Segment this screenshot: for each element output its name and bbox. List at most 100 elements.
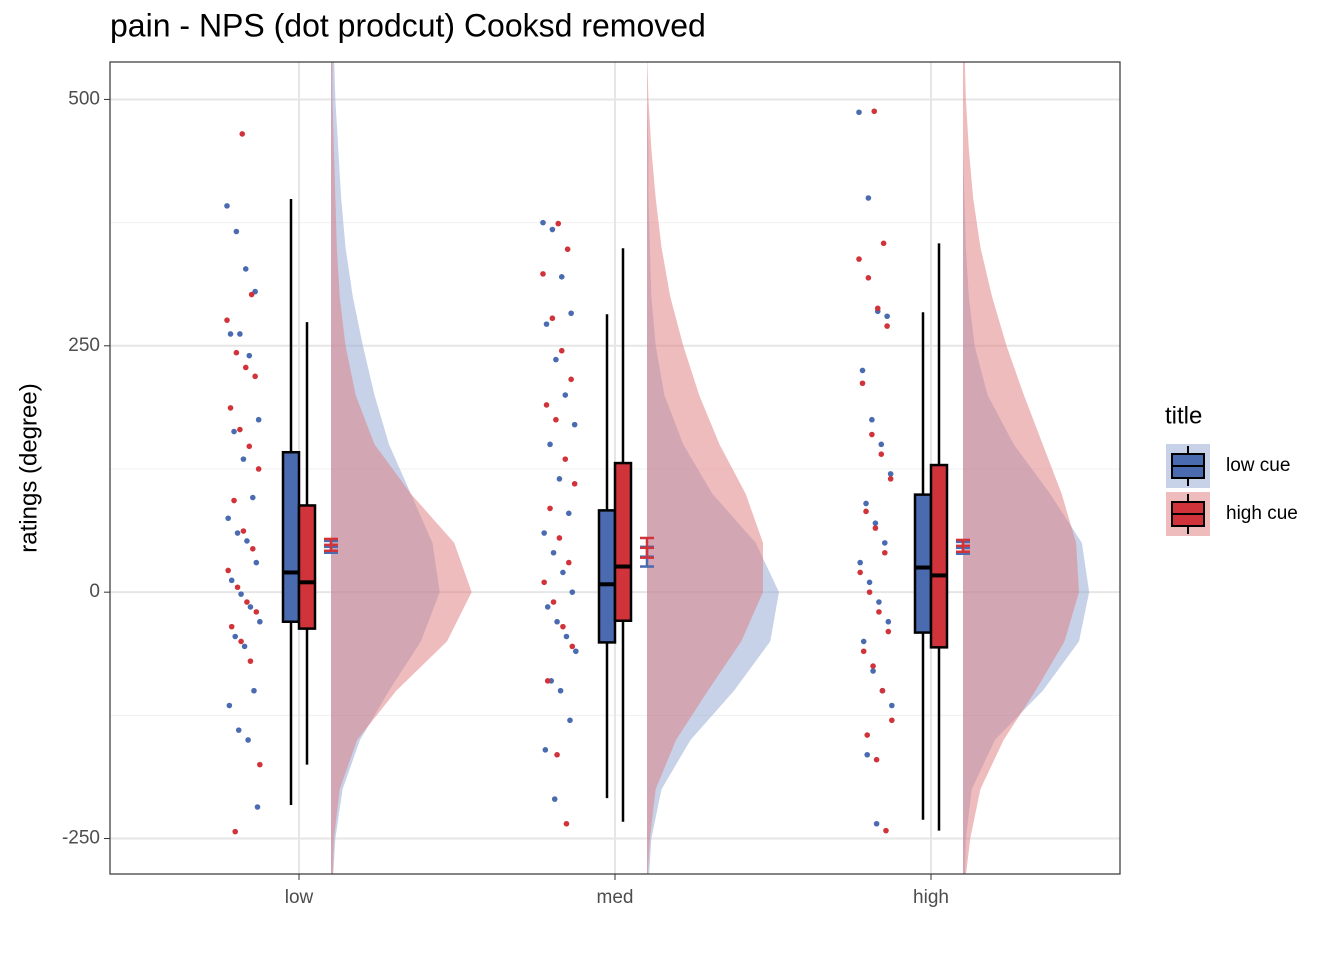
density	[331, 62, 472, 874]
point	[553, 356, 559, 363]
point	[563, 633, 570, 640]
point	[240, 456, 247, 462]
point	[540, 219, 546, 226]
point	[558, 347, 565, 354]
point	[568, 376, 574, 383]
point	[571, 421, 578, 428]
y-axis-title: ratings (degree)	[15, 383, 42, 552]
point	[870, 663, 876, 669]
point	[864, 751, 871, 758]
point	[257, 761, 263, 768]
legend-label: low cue	[1226, 455, 1290, 476]
point	[859, 367, 866, 374]
point	[224, 203, 230, 209]
point	[544, 604, 551, 610]
point	[245, 737, 251, 743]
point	[881, 549, 888, 556]
point	[885, 618, 892, 625]
point	[541, 579, 547, 586]
point	[567, 717, 573, 724]
point	[565, 510, 572, 517]
point	[857, 569, 863, 576]
point	[554, 751, 560, 758]
point	[235, 727, 242, 733]
point	[246, 352, 253, 359]
point	[889, 702, 895, 709]
point	[547, 441, 553, 448]
point	[560, 623, 566, 630]
point	[873, 756, 880, 763]
point	[237, 331, 243, 337]
point	[565, 559, 572, 566]
plot-area	[224, 62, 1090, 874]
point	[233, 228, 240, 235]
point	[872, 520, 879, 526]
box	[281, 450, 301, 623]
point	[543, 321, 550, 327]
point	[568, 310, 574, 317]
box	[613, 461, 633, 622]
point	[871, 108, 878, 115]
point	[562, 392, 569, 398]
point	[232, 828, 239, 835]
point	[249, 546, 256, 552]
point	[863, 508, 869, 515]
point	[876, 609, 882, 615]
point	[569, 643, 576, 650]
point	[857, 559, 863, 566]
x-tick-label: med	[597, 887, 634, 908]
point	[549, 315, 556, 322]
density	[647, 62, 763, 874]
point	[856, 256, 862, 262]
point	[549, 226, 556, 233]
point	[238, 591, 244, 597]
point	[255, 416, 262, 423]
point	[540, 271, 546, 277]
point	[231, 428, 237, 435]
y-tick-label: 250	[68, 335, 100, 356]
point	[884, 323, 890, 329]
point	[884, 313, 890, 320]
point	[878, 441, 885, 448]
point	[244, 538, 250, 544]
point	[573, 648, 579, 655]
point	[228, 623, 235, 630]
point	[234, 530, 241, 536]
point	[252, 373, 258, 380]
point	[253, 559, 260, 566]
point	[225, 515, 231, 522]
point	[242, 266, 249, 272]
point	[253, 609, 260, 615]
y-tick-label: -250	[62, 828, 100, 849]
point	[257, 618, 263, 625]
point	[241, 643, 248, 650]
point	[881, 540, 888, 546]
point	[571, 480, 578, 487]
point	[244, 599, 250, 605]
point	[240, 528, 247, 534]
point	[541, 530, 547, 536]
density	[963, 62, 1079, 874]
point	[248, 291, 255, 298]
point	[874, 305, 881, 312]
point	[249, 494, 256, 501]
point	[550, 599, 557, 605]
point	[885, 628, 892, 635]
point	[562, 456, 569, 462]
point	[227, 331, 234, 337]
axes: -250 0 250 500 low med high	[62, 88, 949, 908]
y-tick-label: 0	[89, 581, 100, 602]
point	[865, 195, 872, 201]
point	[557, 687, 564, 694]
box	[297, 504, 317, 630]
point	[543, 402, 550, 408]
point	[224, 317, 230, 323]
point	[883, 827, 889, 834]
point	[556, 535, 563, 541]
point	[231, 497, 237, 504]
point	[869, 416, 875, 423]
point	[550, 549, 557, 556]
point	[553, 416, 559, 423]
point	[558, 274, 565, 280]
